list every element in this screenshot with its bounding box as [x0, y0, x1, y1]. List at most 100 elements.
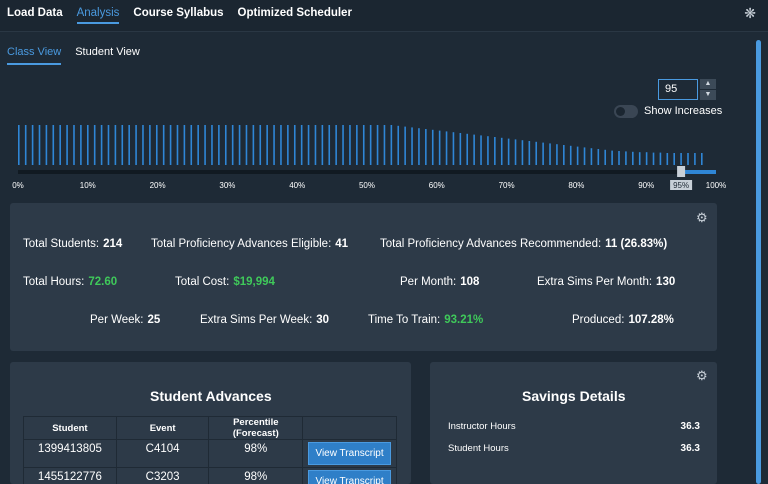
percentile-input[interactable]: 95: [658, 79, 698, 100]
chart-bar: [31, 125, 34, 165]
chart-bar: [480, 135, 482, 165]
table-header-row: Student Event Percentile (Forecast): [23, 416, 397, 440]
event-cell: C4104: [115, 439, 210, 468]
chart-bar: [576, 146, 579, 165]
show-increases-toggle[interactable]: [614, 105, 638, 118]
chart-bar: [155, 125, 158, 165]
chart-bar: [604, 149, 607, 165]
chevron-down-icon[interactable]: ▼: [700, 90, 716, 101]
gear-icon[interactable]: ⚙: [696, 210, 708, 225]
chart-bar: [52, 125, 55, 165]
tab-class-view[interactable]: Class View: [7, 46, 62, 65]
chart-bar: [176, 125, 179, 165]
view-transcript-button[interactable]: View Transcript: [308, 442, 391, 465]
chart-bar: [121, 125, 124, 165]
percentile-stepper: ▲ ▼: [700, 79, 716, 101]
slider-handle[interactable]: [677, 166, 686, 177]
chart-bar: [362, 125, 365, 165]
x-tick-label: 90%: [638, 181, 654, 190]
view-tabs: Class View Student View: [7, 46, 140, 65]
tab-analysis[interactable]: Analysis: [70, 0, 127, 32]
gear-icon[interactable]: ❋: [744, 5, 756, 21]
chart-bar: [287, 125, 289, 165]
chart-bar: [425, 129, 427, 165]
chart-bar: [128, 125, 130, 165]
tab-optimized-scheduler[interactable]: Optimized Scheduler: [237, 7, 352, 19]
savings-details-title: Savings Details: [522, 388, 626, 404]
slider-track[interactable]: [18, 170, 716, 174]
chart-bars: [18, 125, 703, 165]
chart-bar: [300, 125, 303, 165]
chart-bar: [632, 151, 634, 165]
chart-bar: [680, 153, 682, 165]
chart-bar: [514, 139, 517, 165]
chart-bar: [535, 141, 538, 165]
chart-bar: [521, 140, 524, 165]
top-bar: Load Data Analysis Course Syllabus Optim…: [0, 0, 768, 32]
chart-bar: [280, 125, 282, 165]
chart-bar: [590, 148, 593, 165]
stat-extra-week: Extra Sims Per Week: 30: [200, 314, 330, 326]
tab-student-view[interactable]: Student View: [75, 46, 140, 58]
chart-bar: [597, 149, 600, 165]
chart-bar: [445, 131, 448, 165]
chart-bar: [80, 125, 82, 165]
chart-bar: [411, 127, 413, 165]
x-tick-label: 50%: [359, 181, 375, 190]
table-row: 1455122776 C3203 98% View Transcript: [23, 467, 397, 484]
chart-bar: [583, 147, 586, 165]
action-cell: View Transcript: [302, 439, 397, 468]
chart-bar: [169, 125, 172, 165]
tab-load-data[interactable]: Load Data: [7, 7, 63, 19]
chart-bar: [328, 125, 331, 165]
chart-bar: [307, 125, 310, 165]
stat-time-to-train: Time To Train: 93.21%: [368, 314, 484, 326]
x-axis-ticks: 0% 10% 20% 30% 40% 50% 60% 70% 80% 90% 100% 95%: [12, 180, 726, 190]
chart-bar: [335, 125, 337, 165]
chart-bar: [500, 137, 503, 165]
chart-bar: [542, 142, 544, 165]
view-transcript-button[interactable]: View Transcript: [308, 470, 391, 484]
chart-bar: [528, 141, 531, 165]
x-tick-label: 80%: [568, 181, 584, 190]
chart-bar: [638, 152, 641, 165]
chart-bar: [459, 133, 462, 165]
x-tick-label: 0%: [12, 181, 24, 190]
percentile-cell: 98%: [208, 439, 304, 468]
proficiency-chart: 0% 10% 20% 30% 40% 50% 60% 70% 80% 90% 100% 95%: [12, 125, 726, 190]
student-advances-title: Student Advances: [150, 388, 272, 404]
table-row: 1399413805 C4104 98% View Transcript: [23, 439, 397, 468]
tab-course-syllabus[interactable]: Course Syllabus: [133, 7, 224, 19]
chart-bar: [418, 128, 420, 165]
student-advances-panel: Student Advances Student Event Percentil…: [10, 362, 411, 484]
chart-bar: [452, 132, 455, 165]
chart-bar: [149, 125, 151, 165]
chart-bar: [618, 151, 620, 165]
chart-bar: [38, 125, 41, 165]
savings-row-instructor-hours: Instructor Hours 36.3: [448, 421, 700, 432]
scrollbar-thumb[interactable]: [756, 40, 761, 484]
chart-bar: [142, 125, 144, 165]
gear-icon[interactable]: ⚙: [696, 368, 708, 383]
savings-value: 36.3: [680, 443, 700, 454]
chart-bar: [293, 125, 296, 165]
column-header-percentile: Percentile (Forecast): [208, 416, 304, 440]
savings-label: Instructor Hours: [448, 421, 516, 432]
chart-bar: [645, 152, 648, 165]
chart-bar: [687, 153, 689, 165]
x-tick-label: 10%: [80, 181, 96, 190]
chart-bar: [556, 144, 558, 165]
chart-bar: [162, 125, 165, 165]
chevron-up-icon[interactable]: ▲: [700, 79, 716, 90]
slider-value-badge: [670, 180, 693, 190]
chart-bar: [86, 125, 89, 165]
action-cell: View Transcript: [302, 467, 397, 484]
chart-bar: [701, 153, 703, 165]
x-tick-label: 40%: [289, 181, 305, 190]
chart-bar: [93, 125, 96, 165]
slider-fill: [681, 170, 716, 174]
savings-value: 36.3: [680, 421, 700, 432]
chart-bar: [259, 125, 262, 165]
chart-bar: [190, 125, 193, 165]
chart-bar: [611, 150, 613, 165]
